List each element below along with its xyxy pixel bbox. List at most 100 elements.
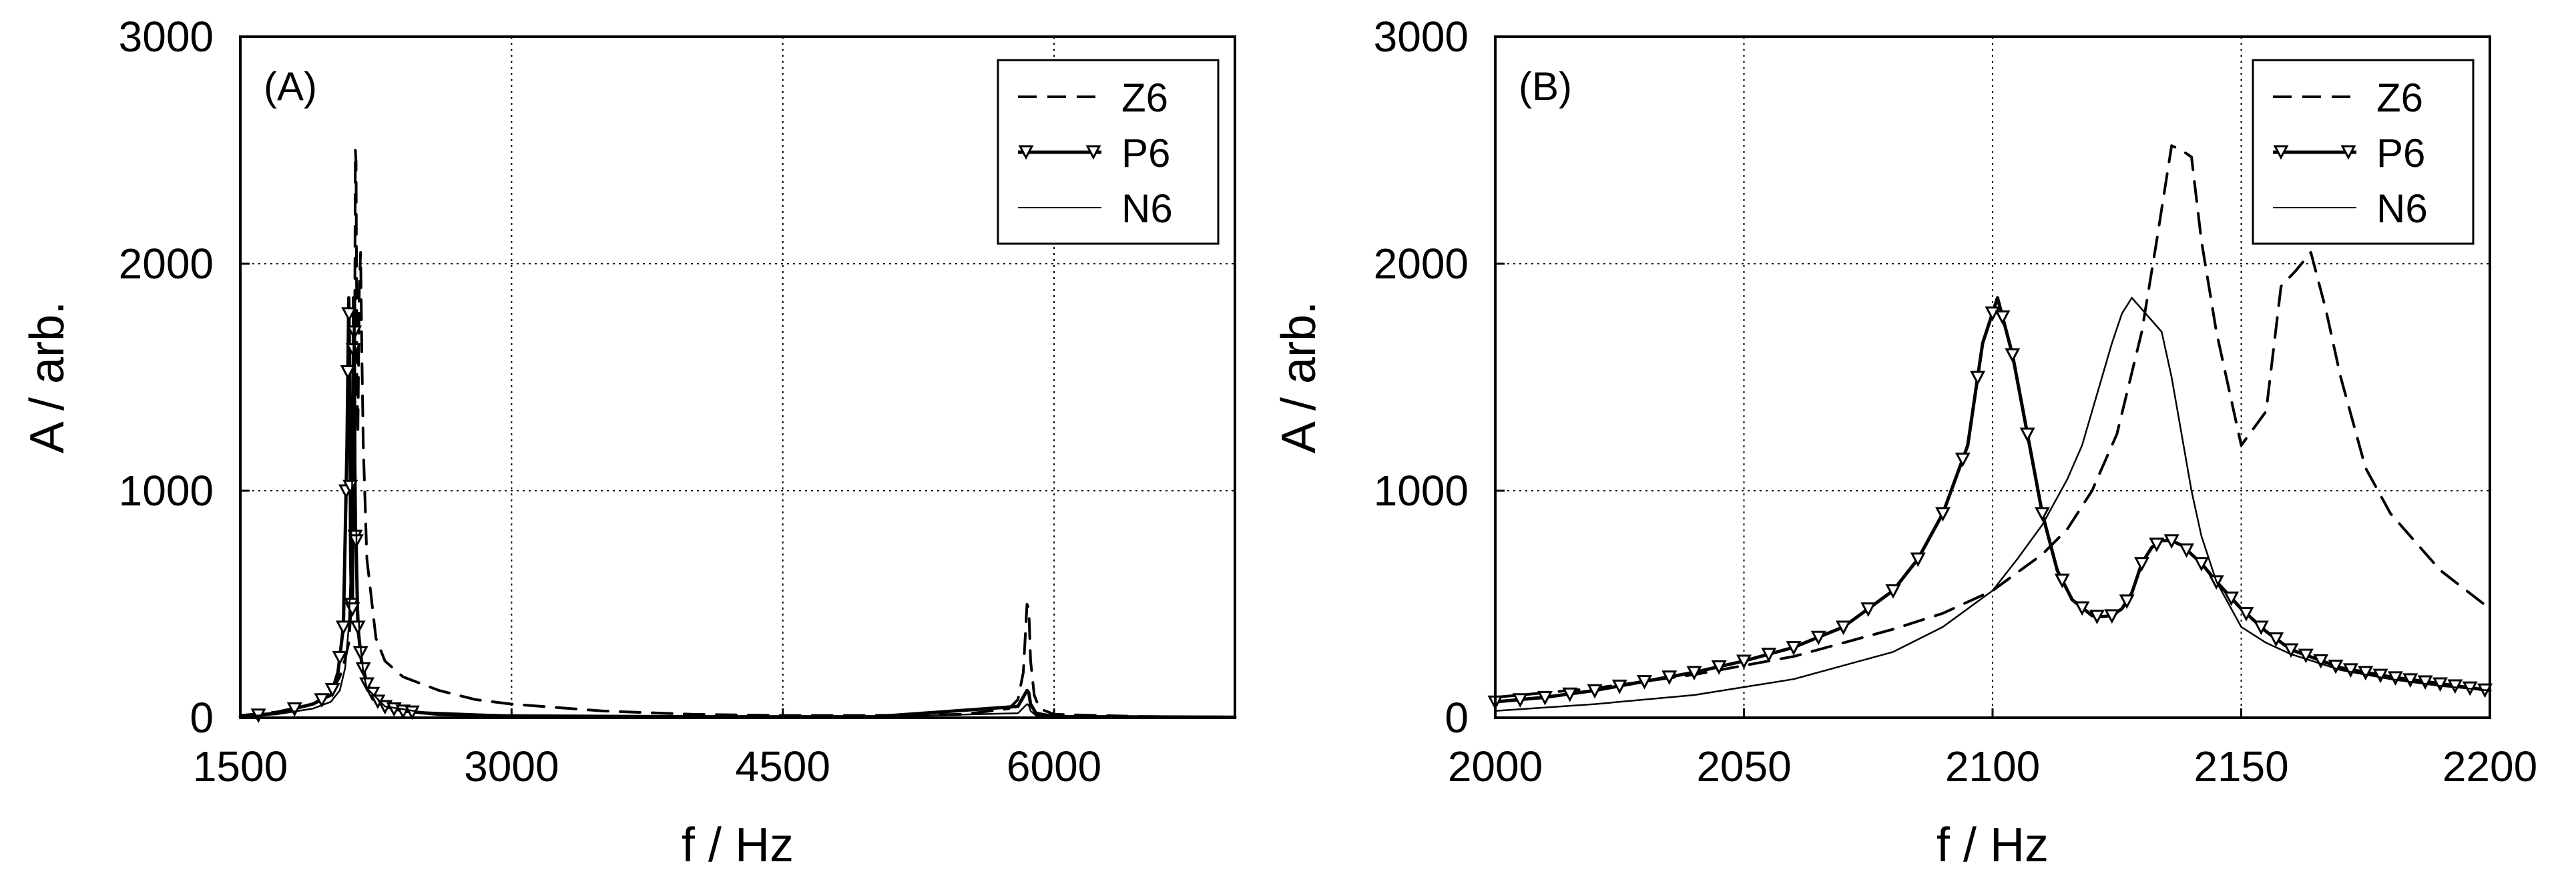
panel-b-xtick-label-2100: 2100 xyxy=(1945,742,2040,791)
panel-b-legend: Z6 P6 N6 xyxy=(2252,59,2475,245)
panel-b-p6-marker-13 xyxy=(1810,630,1826,646)
panel-b-p6-marker-37 xyxy=(2224,591,2240,606)
panel-b-p6-marker-40 xyxy=(2268,632,2284,647)
panel-a-p6-marker-2 xyxy=(314,693,330,708)
panel-b-p6-marker-20 xyxy=(1970,371,1986,386)
panel-b-p6-marker-7 xyxy=(1661,670,1678,686)
panel-b-p6-marker-50 xyxy=(2417,675,2433,690)
panel-b-xtick-label-2200: 2200 xyxy=(2442,742,2537,791)
panel-a-p6-marker-4 xyxy=(332,650,348,666)
panel-a-series-z6 xyxy=(239,149,1236,718)
panel-b-p6-marker-45 xyxy=(2342,663,2358,678)
panel-b-p6-marker-31 xyxy=(2134,557,2149,572)
panel-b-p6-marker-46 xyxy=(2358,666,2374,681)
panel-b-p6-marker-32 xyxy=(2149,537,2165,553)
panel-a-legend: Z6 P6 N6 xyxy=(997,59,1220,245)
panel-a-xtick-label-4500: 4500 xyxy=(736,742,830,791)
panel-a-series-n6 xyxy=(239,296,1236,718)
panel-b-p6-marker-12 xyxy=(1786,641,1802,656)
panel-a-p6-marker-5 xyxy=(335,620,351,636)
panel-b-p6-marker-4 xyxy=(1587,684,1603,699)
panel-b-p6-marker-49 xyxy=(2402,673,2418,688)
legend-a-z6-label: Z6 xyxy=(1121,75,1168,120)
panel-b-series xyxy=(1487,144,2493,712)
legend-a-p6-marker-1 xyxy=(1018,145,1034,160)
panel-a-plot-frame xyxy=(239,35,1236,719)
panel-b-p6-marker-3 xyxy=(1562,687,1578,702)
panel-b-p6-marker-18 xyxy=(1935,507,1951,522)
panel-b-p6-marker-39 xyxy=(2253,620,2269,636)
legend-a-p6-marker-2 xyxy=(1085,145,1101,160)
panel-a-p6-marker-1 xyxy=(286,702,302,717)
panel-b-p6-marker-25 xyxy=(2035,507,2050,522)
legend-a-n6-label: N6 xyxy=(1121,186,1173,231)
panel-b-p6-marker-27 xyxy=(2074,601,2090,616)
panel-a-p6-marker-25 xyxy=(404,705,420,720)
panel-b-p6-marker-42 xyxy=(2298,648,2314,664)
panel-b-p6-marker-2 xyxy=(1537,690,1553,706)
panel-b-p6-marker-15 xyxy=(1860,602,1876,618)
panel-a-tag: (A) xyxy=(264,64,317,109)
panel-b-p6-marker-1 xyxy=(1512,693,1528,708)
panel-a-series-p6 xyxy=(238,296,1237,719)
panel-b-p6-marker-24 xyxy=(2019,427,2035,443)
legend-b-z6-label: Z6 xyxy=(2376,75,2423,120)
panel-a-p6-marker-16 xyxy=(350,620,366,636)
panel-b-p6-marker-5 xyxy=(1611,679,1627,694)
panel-a-p6-marker-3 xyxy=(324,683,340,698)
panel-b-p6-marker-16 xyxy=(1885,584,1901,599)
panel-a-p6-marker-19 xyxy=(359,677,375,692)
panel-b-p6-marker-29 xyxy=(2104,609,2120,624)
panel-a-ytick-label-2000: 2000 xyxy=(119,240,214,288)
panel-b-p6-marker-52 xyxy=(2447,679,2463,694)
panel-a-ticks: 1500 3000 4500 6000 0 1000 2000 3000 xyxy=(119,13,1102,791)
panel-b-ytick-label-0: 0 xyxy=(1445,694,1469,742)
panel-b-p6-marker-11 xyxy=(1761,648,1777,663)
panel-b-p6-marker-22 xyxy=(1995,310,2011,325)
panel-b-p6-marker-26 xyxy=(2054,574,2070,588)
panel-b-p6-marker-34 xyxy=(2179,543,2195,558)
panel-b: 2000 2050 2100 2150 2200 0 1000 2000 3000 (B) f … xyxy=(1272,13,2537,872)
panel-b-p6-marker-43 xyxy=(2313,654,2329,669)
panel-a-p6-marker-8 xyxy=(341,307,357,322)
panel-a-p6-marker-9 xyxy=(342,479,358,495)
panel-b-p6-marker-8 xyxy=(1686,666,1702,681)
panel-b-p6-marker-23 xyxy=(2005,348,2021,363)
legend-a-p6-label: P6 xyxy=(1121,131,1170,176)
panel-b-ylabel: A / arb. xyxy=(1272,301,1326,453)
panel-a-ytick-label-1000: 1000 xyxy=(119,467,214,515)
panel-b-p6-marker-48 xyxy=(2387,671,2403,686)
panel-b-tag: (B) xyxy=(1519,64,1572,109)
panel-b-p6-marker-41 xyxy=(2283,643,2299,658)
panel-a-xlabel: f / Hz xyxy=(682,819,794,872)
panel-a-xtick-label-1500: 1500 xyxy=(193,742,288,791)
panel-a: 1500 3000 4500 6000 0 1000 2000 3000 (A) f / Hz… xyxy=(21,13,1237,872)
panel-a-ylabel: A / arb. xyxy=(21,301,74,453)
panel-b-ytick-label-1000: 1000 xyxy=(1374,467,1469,515)
legend-b-p6-marker-1 xyxy=(2273,145,2289,160)
panel-b-p6-marker-17 xyxy=(1910,552,1926,568)
panel-b-ytick-label-2000: 2000 xyxy=(1374,240,1469,288)
panel-b-p6-marker-38 xyxy=(2238,607,2254,622)
panel-a-xtick-label-3000: 3000 xyxy=(464,742,559,791)
panel-a-p6-marker-7 xyxy=(340,365,356,380)
legend-b-p6-label: P6 xyxy=(2376,131,2425,176)
panel-a-xtick-label-6000: 6000 xyxy=(1007,742,1101,791)
panel-b-p6-marker-35 xyxy=(2194,557,2210,572)
panel-b-p6-marker-9 xyxy=(1711,660,1727,675)
panel-b-p6-marker-33 xyxy=(2163,534,2179,549)
panel-b-xtick-label-2000: 2000 xyxy=(1448,742,1543,791)
panel-a-ytick-label-0: 0 xyxy=(190,694,214,742)
legend-b-n6-label: N6 xyxy=(2376,186,2428,231)
panel-b-series-n6 xyxy=(1494,296,2491,712)
panel-b-ytick-label-3000: 3000 xyxy=(1374,13,1469,61)
panel-b-p6-marker-28 xyxy=(2089,610,2105,625)
panel-b-p6-marker-19 xyxy=(1955,452,1971,467)
panel-b-series-z6 xyxy=(1494,144,2491,699)
panel-b-ticks: 2000 2050 2100 2150 2200 0 1000 2000 3000 xyxy=(1374,13,2538,791)
panel-b-p6-marker-30 xyxy=(2119,594,2135,610)
panel-b-xlabel: f / Hz xyxy=(1937,819,2049,872)
panel-b-p6-marker-6 xyxy=(1637,675,1652,690)
panel-b-p6-marker-47 xyxy=(2372,668,2388,684)
